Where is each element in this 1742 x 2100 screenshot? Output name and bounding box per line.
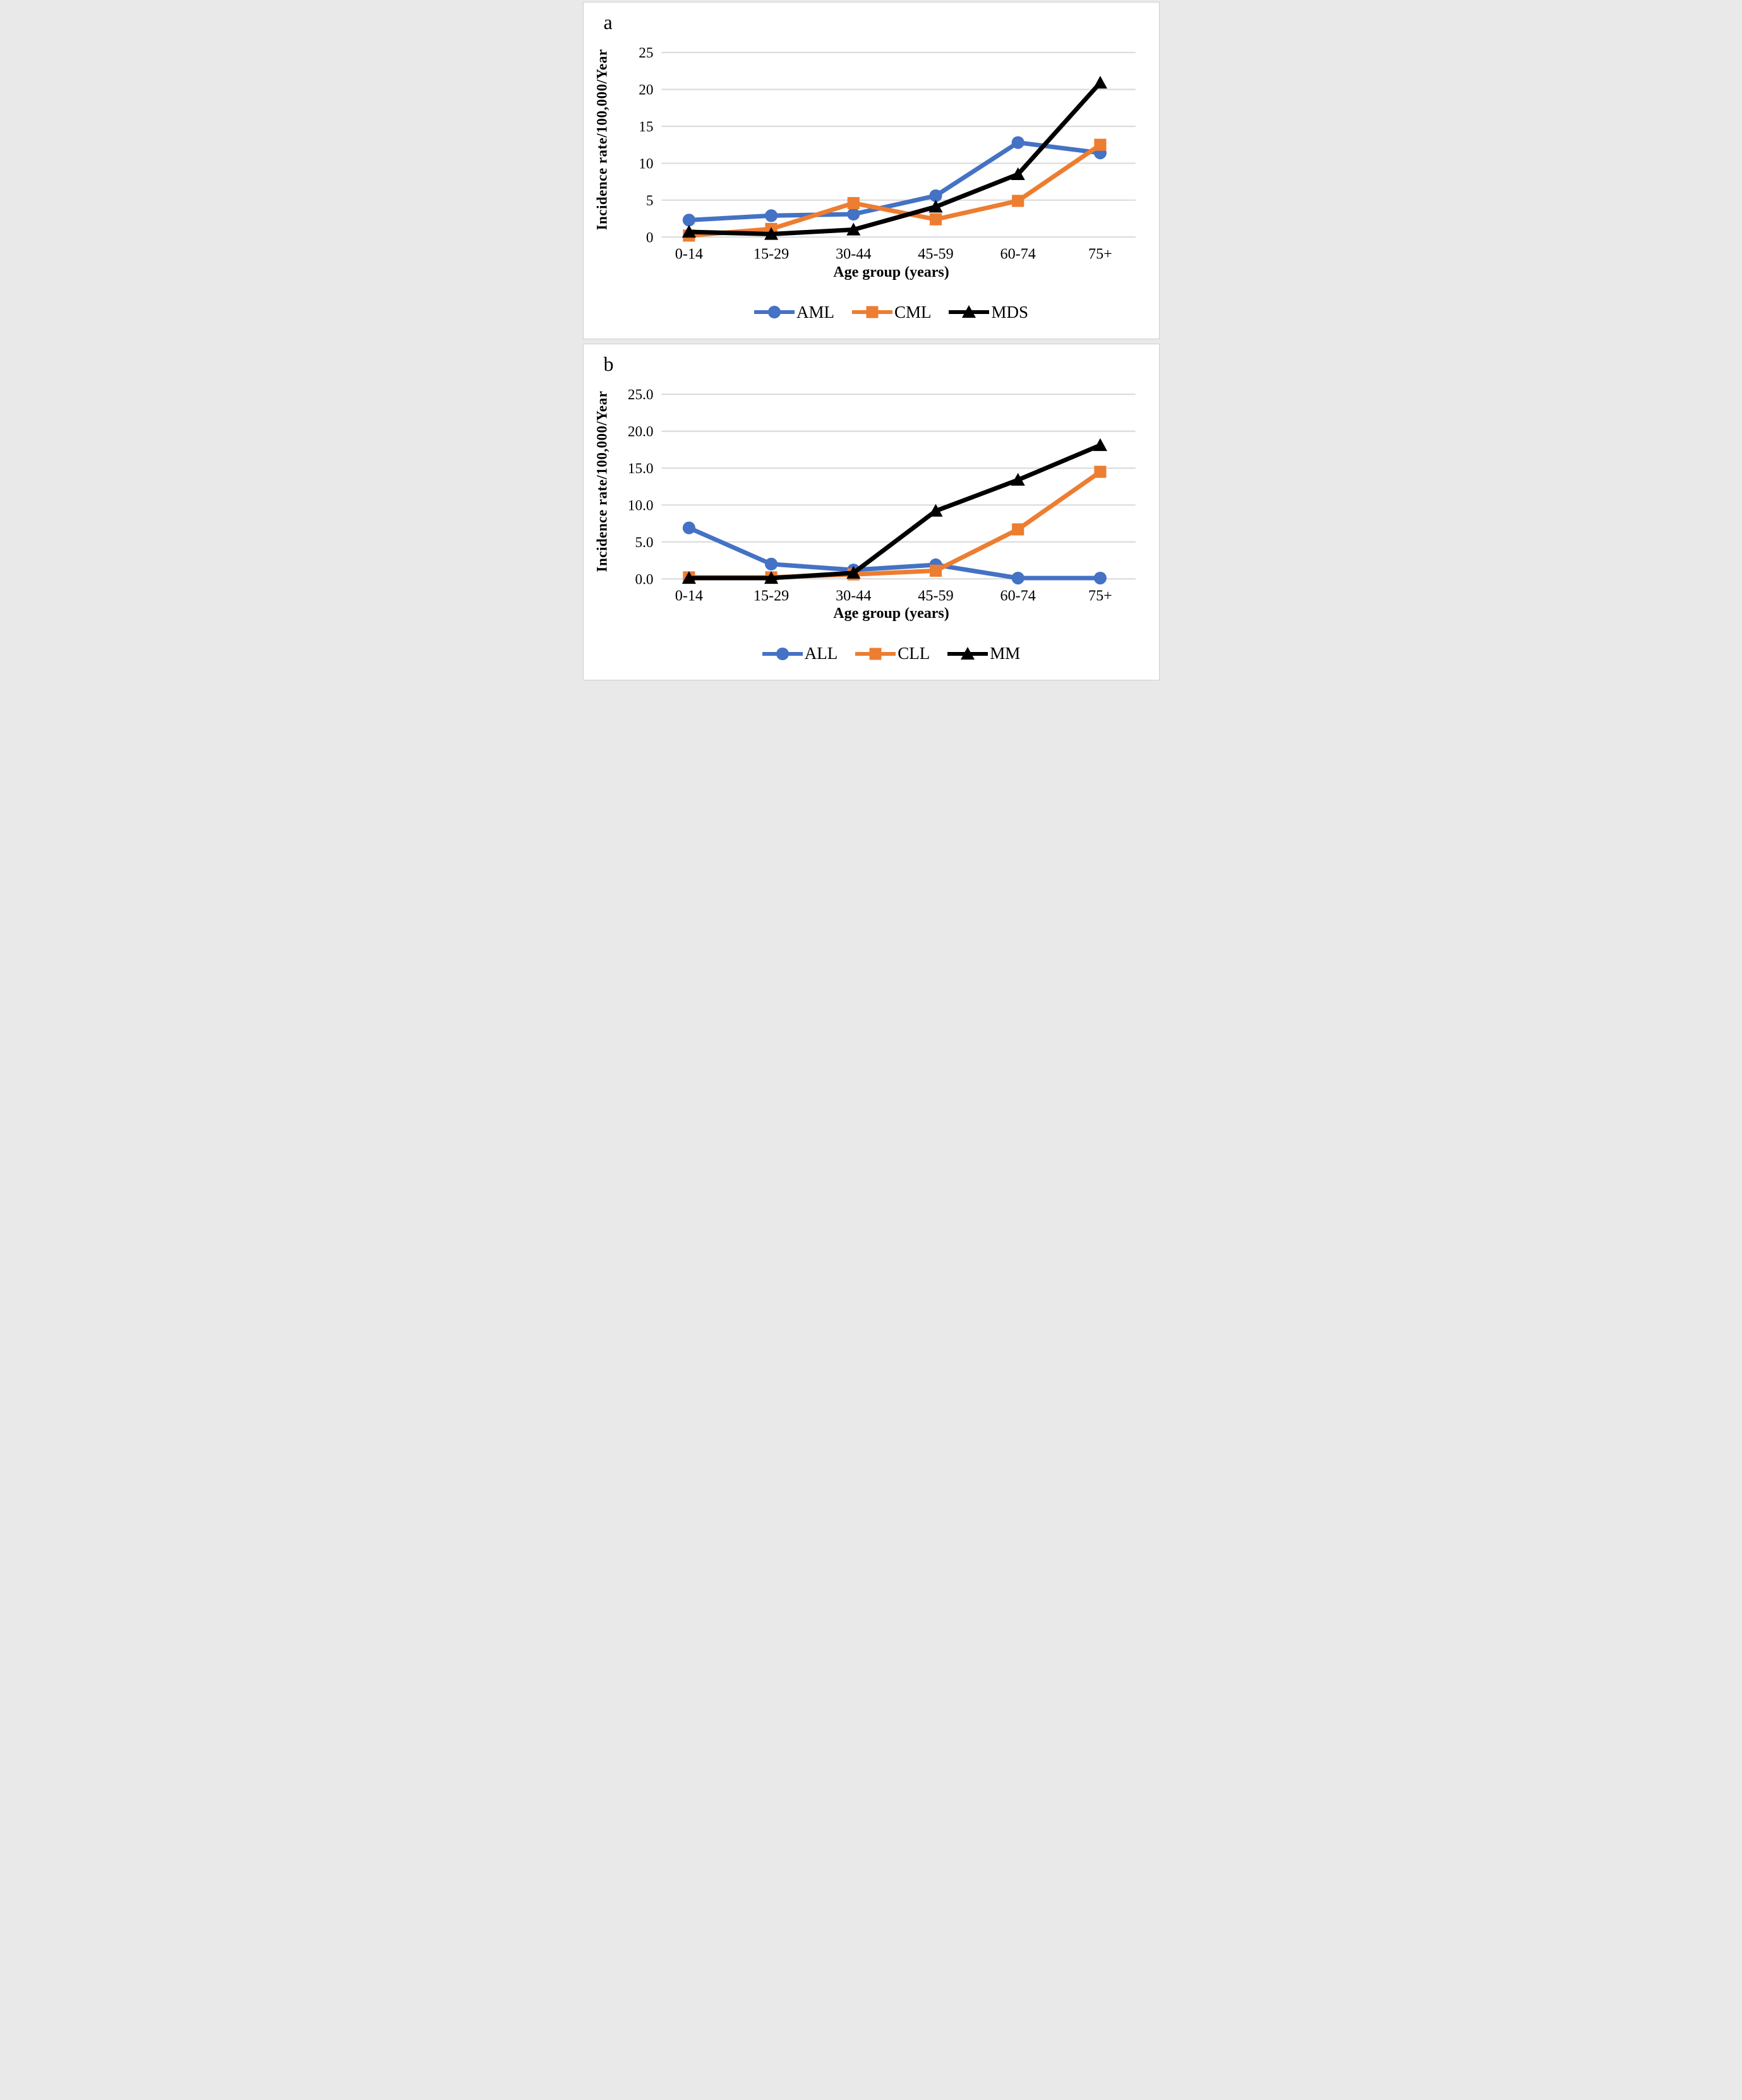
series-point-CLL-75+ [1093,466,1106,478]
panel-b-legend: ALL CLL MM [591,644,1151,663]
series-point-ALL-15-29 [764,557,778,570]
y-tick-label: 10.0 [627,497,653,514]
legend-item-MDS: MDS [949,303,1028,322]
series-point-MM-75+ [1093,438,1107,451]
series-point-CML-75+ [1093,138,1106,151]
series-point-ALL-0-14 [682,521,695,534]
series-point-MDS-0-14 [682,225,696,238]
y-tick-label: 10 [639,156,653,172]
panel-b-x-axis-title: Age group (years) [833,605,949,622]
series-line-CLL [688,469,1102,580]
x-tick-label: 60-74 [1000,246,1035,263]
square-marker-icon [855,648,896,660]
series-point-MM-0-14 [682,570,696,584]
legend-item-AML: AML [754,303,834,322]
y-tick-label: 20 [639,82,653,99]
y-tick-label: 5.0 [635,534,653,551]
series-point-AML-30-44 [846,208,860,221]
series-point-ALL-75+ [1093,571,1107,584]
triangle-marker-icon [949,305,990,318]
panel-b-chart-row: Incidence rate/100,000/Year 0.0 5.0 10.0 15… [591,380,1151,604]
legend-label-CML: CML [894,302,932,322]
triangle-marker-icon [947,646,988,660]
series-point-MDS-60-74 [1011,167,1025,181]
x-tick-label: 45-59 [918,246,953,263]
panel-a: a Incidence rate/100,000/Year 0 5 10 15 20 25… [582,2,1160,339]
series-point-AML-0-14 [682,214,695,227]
figure: a Incidence rate/100,000/Year 0 5 10 15 20 25… [581,0,1162,682]
square-marker-icon [851,306,892,318]
series-point-MM-15-29 [764,570,778,584]
x-tick-label: 30-44 [836,587,871,604]
x-tick-label: 30-44 [836,246,871,263]
series-line-CML [688,143,1102,238]
y-tick-label: 0.0 [635,571,653,588]
panel-a-label: a [603,11,613,33]
series-line-MDS [688,81,1102,237]
panel-a-chart-row: Incidence rate/100,000/Year 0 5 10 15 20 25 0-… [591,39,1151,263]
legend-marker-ALL [776,647,789,660]
y-tick-label: 0 [646,229,653,246]
y-tick-label: 5 [646,193,653,209]
x-tick-label: 15-29 [753,246,788,263]
y-tick-label: 15.0 [627,461,653,477]
series-point-MM-30-44 [846,565,860,579]
series-point-AML-15-29 [764,209,778,222]
x-tick-label: 45-59 [918,587,953,604]
panel-a-x-axis-title: Age group (years) [833,263,949,281]
panel-b-label: b [603,352,614,375]
legend-marker-CML [866,306,879,318]
circle-marker-icon [762,647,803,660]
x-tick-label: 75+ [1088,587,1112,604]
legend-item-CLL: CLL [855,644,930,663]
series-point-MDS-15-29 [764,227,778,240]
panel-a-y-axis-title: Incidence rate/100,000/Year [591,39,614,262]
series-point-CML-45-59 [929,213,942,226]
chart-a-plot: 0 5 10 15 20 25 0-14 15-29 30-44 45-59 60-74 75+ [639,45,1136,263]
series-point-CML-60-74 [1011,195,1024,207]
series-point-ALL-60-74 [1011,571,1024,584]
x-tick-label: 15-29 [753,587,788,604]
legend-label-AML: AML [796,302,834,322]
x-tick-label: 0-14 [675,246,702,263]
series-line-MM [688,443,1101,581]
legend-marker-CLL [869,648,882,660]
legend-item-CML: CML [851,302,932,322]
x-tick-label: 0-14 [675,587,702,604]
chart-b-plot: 0.0 5.0 10.0 15.0 20.0 25.0 0-14 15-29 30-44 45-5… [627,387,1136,604]
y-tick-label: 25 [639,45,653,61]
legend-marker-AML [767,306,781,319]
panel-b-y-axis-title-text: Incidence rate/100,000/Year [594,390,610,572]
y-tick-label: 20.0 [627,423,653,440]
series-line-ALL [687,526,1100,581]
series-point-MM-45-59 [928,504,943,517]
panel-b-y-axis-title: Incidence rate/100,000/Year [591,380,614,604]
panel-b: b Incidence rate/100,000/Year 0.0 5.0 10.0… [582,343,1160,681]
series-point-CML-30-44 [847,197,860,210]
series-point-AML-45-59 [928,189,942,203]
series-point-AML-60-74 [1011,136,1024,149]
y-tick-label: 15 [639,119,653,135]
legend-label-CLL: CLL [898,644,930,663]
legend-item-MM: MM [947,644,1020,663]
x-tick-label: 60-74 [1000,587,1035,604]
legend-marker-MM [961,646,975,660]
legend-label-MM: MM [990,644,1021,663]
legend-label-MDS: MDS [991,302,1029,322]
panel-a-legend: AML CML MDS [591,303,1151,322]
series-point-CLL-60-74 [1011,523,1024,536]
series-point-MDS-45-59 [928,200,943,213]
y-tick-label: 25.0 [627,387,653,403]
legend-marker-MDS [962,305,976,318]
series-point-MDS-30-44 [846,222,860,236]
legend-label-ALL: ALL [804,644,838,663]
panel-a-y-axis-title-text: Incidence rate/100,000/Year [594,49,610,231]
circle-marker-icon [754,306,795,319]
series-line-AML [688,140,1100,223]
x-tick-label: 75+ [1088,246,1112,263]
series-point-CLL-45-59 [929,564,942,577]
series-point-MM-60-74 [1011,473,1025,486]
series-point-MDS-75+ [1093,76,1107,89]
legend-item-ALL: ALL [762,644,838,663]
